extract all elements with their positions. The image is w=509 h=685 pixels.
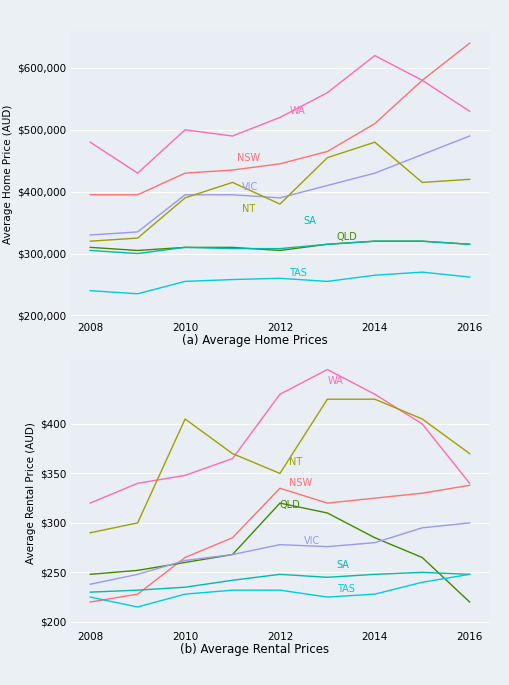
Text: QLD: QLD — [280, 500, 301, 510]
Y-axis label: Average Home Price (AUD): Average Home Price (AUD) — [3, 105, 13, 245]
Text: WA: WA — [327, 376, 343, 386]
Text: VIC: VIC — [242, 182, 258, 192]
Text: WA: WA — [290, 106, 305, 116]
Text: TAS: TAS — [337, 584, 355, 594]
Text: (a) Average Home Prices: (a) Average Home Prices — [182, 334, 327, 347]
Text: TAS: TAS — [290, 269, 307, 278]
Text: NT: NT — [242, 204, 255, 214]
Text: VIC: VIC — [304, 536, 320, 546]
Text: (b) Average Rental Prices: (b) Average Rental Prices — [180, 643, 329, 656]
Text: NSW: NSW — [237, 153, 261, 162]
Text: SA: SA — [337, 560, 350, 571]
Text: SA: SA — [304, 216, 317, 226]
Y-axis label: Average Rental Price (AUD): Average Rental Price (AUD) — [26, 422, 36, 564]
Text: NT: NT — [290, 456, 303, 466]
Text: QLD: QLD — [337, 232, 358, 242]
Text: NSW: NSW — [290, 478, 313, 488]
